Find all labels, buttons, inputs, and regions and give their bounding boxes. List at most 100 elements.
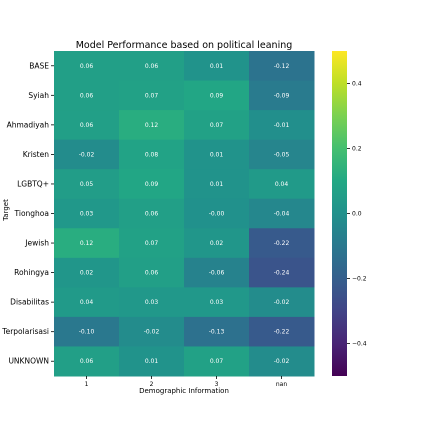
- heatmap-cell: [249, 287, 315, 318]
- cell-value-label: 0.06: [145, 211, 159, 218]
- cell-value-label: 0.08: [145, 151, 159, 158]
- cell-value-label: 0.05: [80, 181, 94, 188]
- heatmap-cell: [184, 198, 250, 229]
- heatmap-cell: [119, 80, 185, 111]
- colorbar-tick-label: 0.2: [352, 146, 362, 153]
- heatmap-cell: [184, 316, 250, 347]
- cell-value-label: -0.09: [274, 92, 290, 99]
- row-label: Tionghoa: [14, 209, 49, 218]
- cell-value-label: 0.06: [145, 270, 159, 277]
- cell-value-label: -0.10: [79, 329, 95, 336]
- cell-value-label: 0.04: [80, 299, 94, 306]
- cell-value-label: 0.12: [145, 122, 159, 129]
- row-label: Jewish: [24, 239, 49, 248]
- heatmap-cells: [54, 51, 315, 377]
- cell-value-label: -0.12: [274, 63, 290, 70]
- heatmap-cell: [249, 51, 315, 82]
- heatmap-cell: [119, 316, 185, 347]
- heatmap-cell: [119, 51, 185, 82]
- cell-value-label: 0.06: [80, 92, 94, 99]
- row-tick-labels: BASE Syiah Ahmadiyah Kristen LGBTQ+ Tionghoa J…: [1, 61, 54, 366]
- heatmap-cell: [249, 169, 315, 200]
- column-label: 3: [215, 381, 219, 388]
- cell-value-label: -0.02: [79, 151, 95, 158]
- cell-value-label: -0.02: [144, 329, 160, 336]
- cell-value-label: 0.02: [80, 270, 94, 277]
- heatmap-cell: [119, 169, 185, 200]
- cell-value-label: 0.02: [210, 240, 224, 247]
- heatmap-cell: [184, 346, 250, 377]
- column-label: 1: [85, 381, 89, 388]
- cell-value-label: -0.00: [209, 211, 225, 218]
- cell-value-label: 0.06: [80, 122, 94, 129]
- column-label: nan: [276, 381, 287, 388]
- cell-value-label: -0.22: [274, 329, 290, 336]
- row-label: Ahmadiyah: [7, 120, 50, 129]
- cell-value-label: -0.04: [274, 211, 290, 218]
- column-label: 2: [150, 381, 154, 388]
- heatmap-cell: [54, 198, 120, 229]
- heatmap-cell: [54, 139, 120, 170]
- heatmap-cell: [54, 228, 120, 259]
- colorbar-tick-label: −0.4: [352, 341, 367, 348]
- cell-value-label: 0.06: [145, 63, 159, 70]
- heatmap-cell: [119, 198, 185, 229]
- row-label: Terpolarisasi: [1, 327, 49, 336]
- heatmap-cell: [249, 346, 315, 377]
- cell-value-label: 0.03: [210, 299, 224, 306]
- heatmap-cell: [119, 257, 185, 288]
- colorbar-tick-label: 0.0: [352, 211, 362, 218]
- cell-value-label: 0.07: [210, 358, 224, 365]
- heatmap-cell: [184, 169, 250, 200]
- cell-value-label: 0.07: [145, 240, 159, 247]
- cell-value-label: 0.01: [210, 63, 224, 70]
- heatmap-cell: [54, 110, 120, 141]
- cell-value-label: 0.09: [145, 181, 159, 188]
- cell-value-label: 0.06: [80, 63, 94, 70]
- cell-value-label: 0.04: [275, 181, 289, 188]
- row-label: Syiah: [28, 91, 49, 100]
- cell-value-label: -0.06: [209, 270, 225, 277]
- row-label: UNKNOWN: [8, 357, 49, 366]
- heatmap-cell: [184, 257, 250, 288]
- cell-value-label: 0.01: [210, 151, 224, 158]
- cell-value-label: -0.22: [274, 240, 290, 247]
- heatmap-cell: [249, 139, 315, 170]
- y-axis-label: Target: [2, 199, 10, 222]
- heatmap-cell: [249, 198, 315, 229]
- heatmap-cell: [184, 139, 250, 170]
- heatmap-cell: [249, 80, 315, 111]
- cell-value-label: -0.01: [274, 122, 290, 129]
- heatmap-cell: [54, 51, 120, 82]
- heatmap-cell-labels: 0.06 0.06 0.01 -0.12 0.06 0.07 0.09 -0.09 0.06 0.…: [79, 63, 290, 365]
- cell-value-label: -0.02: [274, 299, 290, 306]
- cell-value-label: 0.07: [210, 122, 224, 129]
- heatmap-cell: [249, 228, 315, 259]
- cell-value-label: -0.13: [209, 329, 225, 336]
- row-label: Kristen: [23, 150, 50, 159]
- heatmap-cell: [54, 346, 120, 377]
- heatmap-cell: [54, 316, 120, 347]
- cell-value-label: 0.07: [145, 92, 159, 99]
- row-label: Disabilitas: [10, 298, 49, 307]
- heatmap-cell: [184, 80, 250, 111]
- heatmap-cell: [119, 228, 185, 259]
- cell-value-label: 0.03: [80, 211, 94, 218]
- heatmap-cell: [249, 316, 315, 347]
- x-axis-label: Demographic Information: [139, 387, 229, 395]
- heatmap-cell: [184, 287, 250, 318]
- heatmap-cell: [119, 287, 185, 318]
- heatmap-cell: [54, 169, 120, 200]
- heatmap-cell: [54, 257, 120, 288]
- colorbar: [332, 51, 347, 376]
- heatmap-cell: [184, 110, 250, 141]
- heatmap-cell: [119, 139, 185, 170]
- cell-value-label: 0.03: [145, 299, 159, 306]
- heatmap-cell: [184, 228, 250, 259]
- colorbar-ticks: 0.4 0.2 0.0 −0.2 −0.4: [347, 81, 367, 348]
- cell-value-label: -0.05: [274, 151, 290, 158]
- row-label: BASE: [29, 61, 49, 70]
- heatmap-cell: [54, 80, 120, 111]
- cell-value-label: 0.06: [80, 358, 94, 365]
